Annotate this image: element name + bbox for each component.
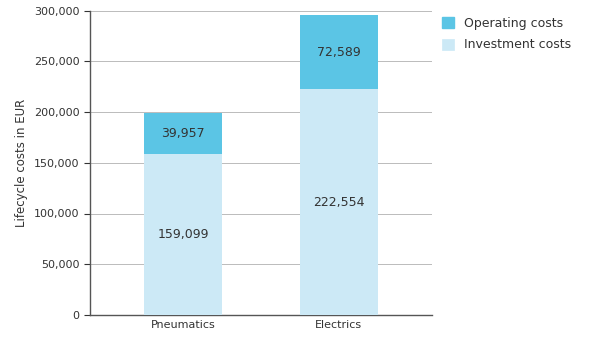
Bar: [145, 154, 222, 315]
Text: 159,099: 159,099: [158, 228, 209, 241]
Text: 72,589: 72,589: [317, 46, 361, 59]
Y-axis label: Lifecycle costs in EUR: Lifecycle costs in EUR: [16, 99, 28, 227]
Bar: [300, 15, 377, 89]
Bar: [300, 89, 377, 315]
Bar: [145, 113, 222, 154]
Text: 39,957: 39,957: [161, 127, 205, 140]
Text: 222,554: 222,554: [313, 196, 364, 209]
Legend: Operating costs, Investment costs: Operating costs, Investment costs: [442, 17, 571, 51]
